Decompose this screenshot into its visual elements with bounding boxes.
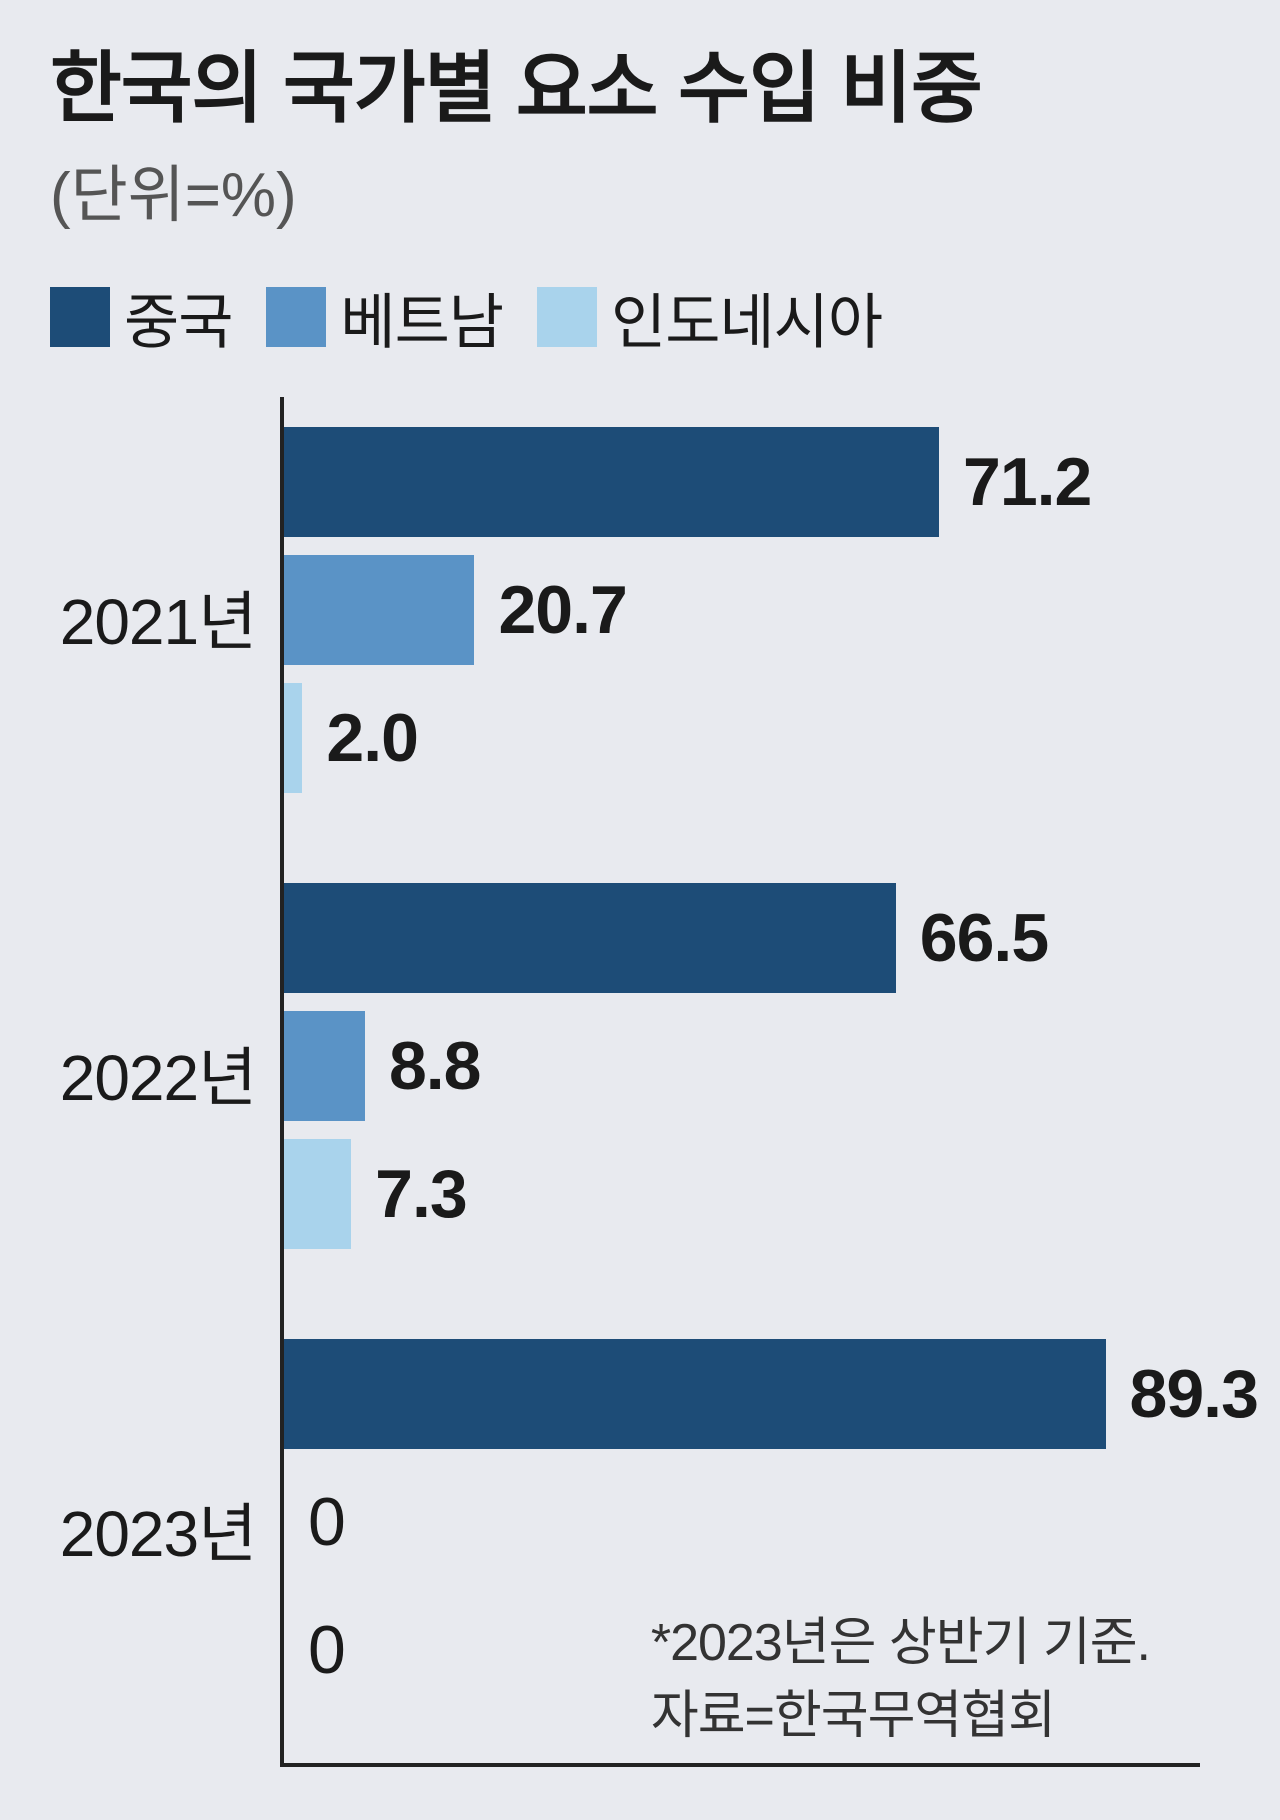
year-group: 2021년71.220.72.0: [284, 427, 1200, 793]
bar-value-label: 2.0: [326, 699, 418, 777]
bar-value-label: 66.5: [920, 899, 1048, 977]
bar: [284, 1139, 351, 1249]
footnote: *2023년은 상반기 기준.자료=한국무역협회: [651, 1607, 1150, 1753]
footnote-line: 자료=한국무역협회: [651, 1680, 1150, 1753]
bar-chart: 2021년71.220.72.02022년66.58.87.32023년89.3…: [280, 397, 1200, 1767]
year-group: 2022년66.58.87.3: [284, 883, 1200, 1249]
bar-row: 8.8: [284, 1011, 480, 1121]
bar-value-label: 71.2: [963, 443, 1091, 521]
bar-row: 66.5: [284, 883, 1048, 993]
bar-row: 7.3: [284, 1139, 467, 1249]
chart-title: 한국의 국가별 요소 수입 비중: [50, 40, 1230, 138]
legend-swatch: [50, 287, 110, 347]
bar-row: 71.2: [284, 427, 1091, 537]
bar-row: 89.3: [284, 1339, 1258, 1449]
bar: [284, 427, 939, 537]
bar-row: 0: [284, 1467, 346, 1577]
bar-value-label: 0: [308, 1483, 346, 1561]
bar: [284, 883, 896, 993]
bar: [284, 1339, 1106, 1449]
chart-subtitle: (단위=%): [50, 144, 1230, 234]
legend-swatch: [537, 287, 597, 347]
bar-value-label: 20.7: [498, 571, 626, 649]
bar-row: 0: [284, 1595, 346, 1705]
bar-value-label: 89.3: [1130, 1355, 1258, 1433]
legend-label: 베트남: [340, 274, 503, 361]
bar-row: 20.7: [284, 555, 627, 665]
year-label: 2023년: [60, 1483, 256, 1575]
year-label: 2022년: [60, 1027, 256, 1119]
legend: 중국 베트남 인도네시아: [50, 274, 1230, 361]
bar-row: 2.0: [284, 683, 418, 793]
bar: [284, 683, 302, 793]
legend-item-indonesia: 인도네시아: [537, 274, 882, 361]
legend-item-china: 중국: [50, 274, 232, 361]
year-label: 2021년: [60, 571, 256, 663]
bar-value-label: 0: [308, 1611, 346, 1689]
footnote-line: *2023년은 상반기 기준.: [651, 1607, 1150, 1680]
bar-value-label: 7.3: [375, 1155, 467, 1233]
bar-value-label: 8.8: [389, 1027, 481, 1105]
bar: [284, 1011, 365, 1121]
bar: [284, 555, 474, 665]
legend-label: 중국: [124, 274, 232, 361]
legend-label: 인도네시아: [611, 274, 882, 361]
legend-item-vietnam: 베트남: [266, 274, 503, 361]
legend-swatch: [266, 287, 326, 347]
